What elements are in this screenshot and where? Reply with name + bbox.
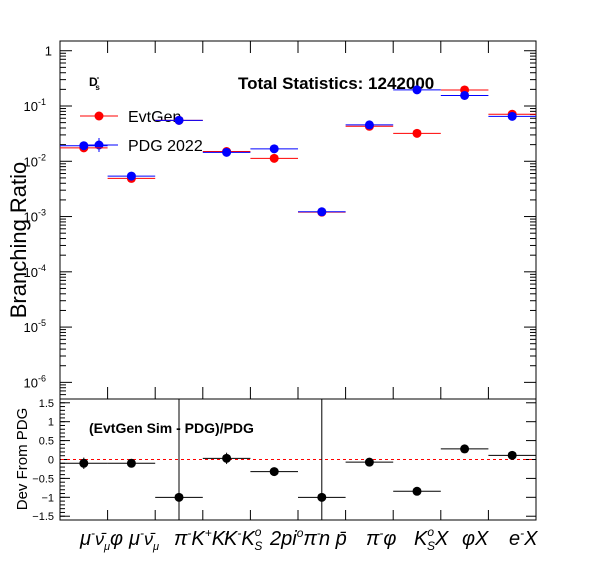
bottom-tick-label-1: 1 [48, 417, 54, 429]
deviation-point-0 [79, 458, 89, 468]
deviation-point-5 [317, 492, 327, 502]
total-statistics-label: Total Statistics: 1242000 [238, 74, 434, 93]
top-y-axis-label: Branching Ratio [6, 162, 31, 319]
category-label-4: 2pioπ- [269, 526, 321, 550]
bottom-tick-label-6: −1.5 [32, 511, 54, 523]
top-tick-label-2: 10-2 [24, 152, 46, 169]
top-tick-label-5: 10-5 [24, 318, 46, 335]
legend-entry-pdg: PDG 2022 [80, 138, 203, 155]
legend-entry-evtgen: EvtGen [80, 109, 181, 126]
bottom-tick-label-4: −0.5 [32, 473, 54, 485]
category-label-5: n p̄ [319, 528, 347, 550]
series-1-point-4 [269, 144, 279, 154]
category-label-8: φX [462, 528, 489, 550]
series-1-point-0 [79, 141, 89, 151]
series-0-point-7 [412, 128, 422, 138]
category-label-6: π-φ [366, 526, 396, 550]
top-tick-label-6: 10-6 [24, 373, 46, 390]
series-1-point-5 [317, 207, 327, 217]
legend-label-pdg: PDG 2022 [128, 138, 203, 155]
deviation-point-7 [412, 486, 422, 496]
legend: EvtGen PDG 2022 [80, 109, 203, 155]
category-label-2: π-K+K- [174, 526, 229, 550]
series-1-point-6 [364, 120, 374, 130]
particle-symbol: D [89, 75, 98, 89]
legend-label-evtgen: EvtGen [128, 109, 181, 126]
legend-marker-evtgen [94, 111, 104, 121]
x-category-labels: μ-ν̄μφ μ-ν̄μ π-K+K- K-Ko S 2pioπ- n p̄ π-… [79, 525, 538, 553]
bottom-tick-label-0: 1.5 [39, 398, 54, 410]
series-1-point-7 [412, 85, 422, 95]
bottom-y-axis: 1.5 1 0.5 0 −0.5 −1 −1.5 [32, 398, 536, 523]
bottom-tick-label-3: 0 [48, 455, 54, 467]
top-tick-label-4: 10-4 [24, 263, 46, 280]
series-0-point-4 [269, 153, 279, 163]
category-label-3: K-Ko S [224, 525, 262, 553]
deviation-point-8 [460, 444, 470, 454]
top-tick-label-3: 10-3 [24, 208, 46, 225]
deviation-point-9 [507, 450, 517, 460]
bottom-tick-label-2: 0.5 [39, 436, 54, 448]
category-label-7: Ko SX [414, 525, 449, 553]
series-1-point-1 [126, 171, 136, 181]
deviation-point-1 [126, 458, 136, 468]
bottom-y-axis-label: Dev From PDG [14, 408, 31, 511]
series-1-point-8 [460, 90, 470, 100]
category-label-9: e-X [509, 526, 538, 550]
top-data-marks [60, 85, 536, 217]
series-1-point-3 [222, 147, 232, 157]
deviation-point-2 [174, 492, 184, 502]
top-tick-label-1: 10-1 [24, 97, 46, 114]
deviation-panel-title: (EvtGen Sim - PDG)/PDG [89, 420, 254, 436]
legend-marker-pdg [94, 140, 104, 150]
series-1-point-2 [174, 115, 184, 125]
bottom-data-marks [60, 399, 536, 520]
particle-label: D-s [89, 73, 100, 92]
category-label-0: μ-ν̄μφ [79, 526, 123, 553]
top-y-axis: 1 10-1 10-2 10-3 10-4 10-5 10-6 [24, 44, 536, 400]
category-label-1: μ-ν̄μ [128, 526, 159, 553]
series-1-point-9 [507, 111, 517, 121]
x-axis-ticks [59, 41, 537, 520]
bottom-tick-label-5: −1 [41, 492, 54, 504]
particle-subscript: s [95, 83, 100, 92]
particle-superscript: - [97, 73, 100, 82]
deviation-point-6 [364, 457, 374, 467]
top-tick-label-0: 1 [45, 44, 52, 59]
deviation-point-3 [222, 453, 232, 463]
deviation-point-4 [269, 467, 279, 477]
